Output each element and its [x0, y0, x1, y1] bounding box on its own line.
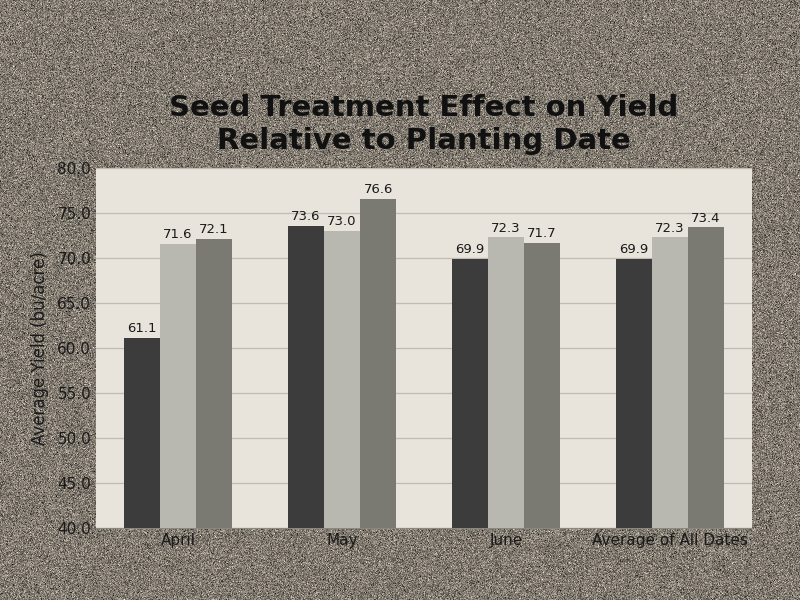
Text: 69.9: 69.9	[455, 243, 485, 256]
Bar	[160, 244, 196, 528]
Y-axis label: Average Yield (bu/acre): Average Yield (bu/acre)	[31, 251, 49, 445]
Bar	[360, 199, 396, 528]
Bar	[488, 237, 524, 528]
Text: 69.9: 69.9	[619, 243, 649, 256]
Bar	[288, 226, 324, 528]
Title: Seed Treatment Effect on Yield
Relative to Planting Date: Seed Treatment Effect on Yield Relative …	[170, 94, 678, 155]
Bar	[616, 259, 652, 528]
Bar	[652, 237, 688, 528]
Text: 73.0: 73.0	[327, 215, 357, 229]
Bar	[452, 259, 488, 528]
Text: 71.6: 71.6	[163, 228, 193, 241]
Text: 72.3: 72.3	[491, 221, 521, 235]
Text: 73.6: 73.6	[291, 210, 321, 223]
Bar	[688, 227, 724, 528]
Bar	[124, 338, 160, 528]
Text: 71.7: 71.7	[527, 227, 557, 240]
Text: 61.1: 61.1	[127, 322, 157, 335]
Text: 72.1: 72.1	[199, 223, 229, 236]
Text: 72.3: 72.3	[655, 221, 685, 235]
Bar	[524, 242, 560, 528]
Text: 76.6: 76.6	[363, 183, 393, 196]
Bar	[196, 239, 232, 528]
Text: 73.4: 73.4	[691, 212, 721, 224]
Bar	[324, 231, 360, 528]
